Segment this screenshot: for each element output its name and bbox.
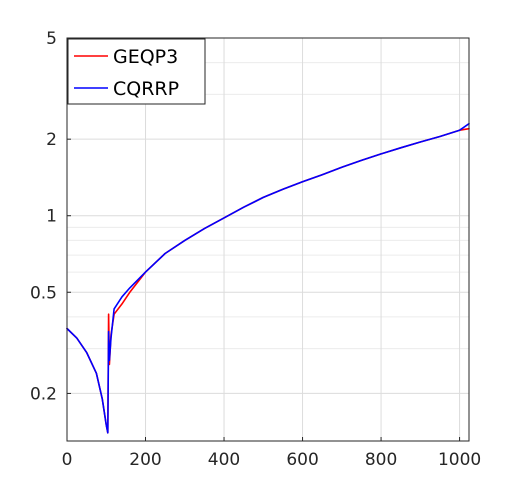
legend: GEQP3 CQRRP <box>67 38 206 105</box>
grid <box>66 37 469 441</box>
y-tick-label: 0.2 <box>30 384 57 404</box>
y-tick-label: 2 <box>46 130 57 150</box>
y-tick-label: 1 <box>46 207 57 227</box>
series-layer <box>66 122 470 434</box>
series-line-geqp3 <box>66 127 470 434</box>
tick-labels: 0 200 400 600 800 1000 0.2 0.5 1 2 5 <box>30 29 481 470</box>
ticks <box>66 37 461 441</box>
x-tick-label: 0 <box>62 450 73 470</box>
series-line-cqrrp <box>66 122 470 434</box>
x-tick-label: 800 <box>365 450 397 470</box>
legend-box <box>67 38 206 105</box>
x-tick-label: 400 <box>208 450 240 470</box>
x-tick-label: 1000 <box>438 450 481 470</box>
y-tick-label: 5 <box>46 29 57 49</box>
legend-label-cqrrp: CQRRP <box>113 78 179 100</box>
axes-box <box>66 37 470 442</box>
legend-label-geqp3: GEQP3 <box>113 46 178 68</box>
x-tick-label: 600 <box>286 450 318 470</box>
x-tick-label: 200 <box>129 450 161 470</box>
y-tick-label: 0.5 <box>30 283 57 303</box>
